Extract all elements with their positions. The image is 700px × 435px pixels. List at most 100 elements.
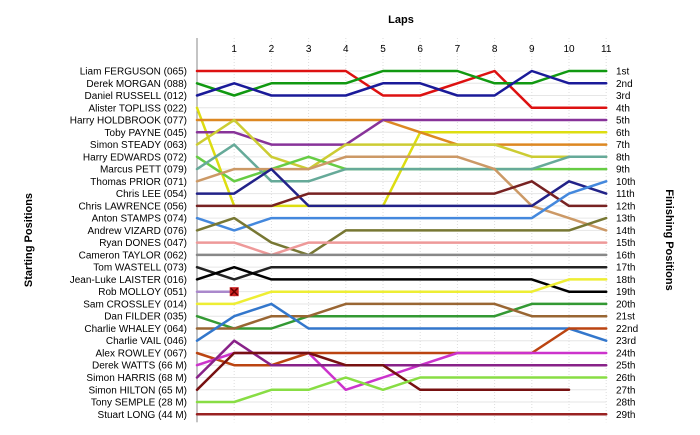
driver-series-line [195,376,608,404]
driver-series-line [195,69,608,97]
driver-series-line [195,302,608,330]
driver-series-line [195,265,608,293]
start-position-label: Anton STAMPS (074) [92,214,187,225]
finish-position-label: 19th [616,287,635,298]
lap-tick-label: 8 [492,44,498,55]
start-position-label: Tom WASTELL (073) [93,263,187,274]
finish-position-label: 21st [616,312,635,323]
finish-position-label: 23rd [616,336,636,347]
driver-series-line [195,351,571,392]
lap-tick-label: 7 [455,44,461,55]
start-position-label: Chris LEE (054) [116,189,187,200]
driver-series-line [195,118,608,171]
driver-series-line [195,180,608,232]
finish-position-label: 1st [616,67,630,78]
finish-position-label: 16th [616,250,635,261]
finish-position-label: 28th [616,398,635,409]
driver-series-line [195,339,608,379]
start-position-label: Alister TOPLISS (022) [88,103,187,114]
finish-position-label: 4th [616,103,630,114]
finish-position-label: 9th [616,165,630,176]
finish-position-label: 6th [616,128,630,139]
driver-series-line [195,118,608,146]
driver-series-line [195,241,608,257]
finish-position-label: 26th [616,373,635,384]
starting-position-labels: Liam FERGUSON (065)Derek MORGAN (088)Dan… [70,67,187,421]
start-position-label: Jean-Luke LAISTER (016) [70,275,187,286]
y-axis-title-left: Starting Positions [23,193,35,287]
lap-tick-label: 5 [380,44,386,55]
start-position-label: Daniel RUSSELL (012) [85,91,187,102]
start-position-label: Tony SEMPLE (28 M) [91,398,187,409]
finish-position-label: 22nd [616,324,638,335]
start-position-label: Sam CROSSLEY (014) [83,299,187,310]
driver-series-line [195,180,608,208]
driver-series-line [195,278,608,306]
markers [229,287,239,297]
start-position-label: Alex ROWLEY (067) [95,348,187,359]
finish-position-label: 24th [616,348,635,359]
finish-position-label: 15th [616,238,635,249]
start-position-label: Derek WATTS (66 M) [92,361,187,372]
finish-position-label: 18th [616,275,635,286]
x-axis-title: Laps [388,14,414,26]
start-position-label: Andrew VIZARD (076) [88,226,187,237]
start-position-label: Liam FERGUSON (065) [80,67,187,78]
start-position-label: Charlie WHALEY (064) [84,324,187,335]
driver-series-line [195,167,608,208]
start-position-label: Harry HOLDBROOK (077) [70,116,187,127]
finish-position-label: 25th [616,361,635,372]
driver-series-line [195,118,608,146]
start-position-label: Derek MORGAN (088) [86,79,187,90]
lap-tick-label: 3 [306,44,312,55]
start-position-label: Thomas PRIOR (071) [90,177,187,188]
driver-series-line [195,143,608,183]
driver-series-line [195,302,608,330]
finish-position-label: 2nd [616,79,633,90]
lap-tick-label: 11 [601,44,612,55]
finish-position-label: 10th [616,177,635,188]
start-position-label: Stuart LONG (44 M) [98,410,187,421]
start-position-label: Dan FILDER (035) [104,312,187,323]
driver-series-line [195,216,608,257]
start-position-label: Simon HARRIS (68 M) [86,373,187,384]
retirement-marker-cross [230,287,239,296]
driver-series-line [195,327,608,367]
driver-series-line [195,69,608,110]
start-position-label: Toby PAYNE (045) [105,128,187,139]
driver-series-line [195,265,608,281]
finish-position-label: 17th [616,263,635,274]
lap-tick-label: 2 [269,44,275,55]
lap-tick-label: 4 [343,44,349,55]
finish-position-label: 27th [616,385,635,396]
driver-series-line [195,69,608,97]
lap-tick-label: 9 [529,44,535,55]
start-position-label: Ryan DONES (047) [99,238,187,249]
finish-position-label: 14th [616,226,635,237]
start-position-label: Simon HILTON (65 M) [88,385,187,396]
y-axis-title-right: Finishing Positions [663,189,675,290]
lap-tick-label: 1 [231,44,237,55]
series-lines [195,69,608,416]
start-position-label: Cameron TAYLOR (062) [79,250,187,261]
lap-labels: 1 2 3 4 5 6 7 8 9 10 11 [231,44,611,55]
finish-position-label: 20th [616,299,635,310]
finish-position-label: 5th [616,116,630,127]
driver-series-line [195,302,608,342]
finish-position-label: 11th [616,189,635,200]
start-position-label: Marcus PETT (079) [100,165,187,176]
finish-position-label: 12th [616,201,635,212]
start-position-label: Chris LAWRENCE (056) [78,201,187,212]
finish-position-label: 7th [616,140,630,151]
finish-position-label: 29th [616,410,635,421]
start-position-label: Simon STEADY (063) [90,140,187,151]
start-position-label: Rob MOLLOY (051) [98,287,187,298]
start-position-label: Charlie VAIL (046) [106,336,187,347]
lap-tick-label: 10 [563,44,575,55]
finish-position-label: 8th [616,152,630,163]
finish-position-label: 13th [616,214,635,225]
lap-tick-label: 6 [417,44,423,55]
driver-series-line [195,155,608,232]
